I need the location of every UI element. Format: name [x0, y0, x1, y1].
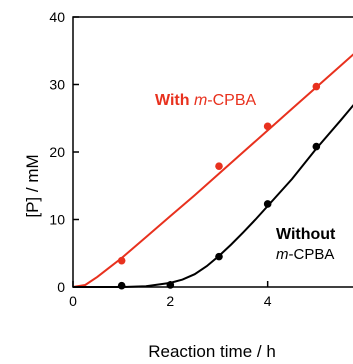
- y-tick-label: 40: [49, 9, 65, 25]
- y-tick-label: 0: [57, 279, 65, 295]
- annotation-without-italic: m: [276, 246, 289, 263]
- y-tick-label: 30: [49, 77, 65, 93]
- annotation-without-rest: -CPBA: [289, 246, 335, 263]
- annotation-without-line1: Without: [276, 226, 336, 243]
- y-axis-title: [P] / mM: [23, 154, 42, 217]
- annotation-without-line2: m-CPBA: [276, 246, 334, 263]
- axis-ticks: 0246010203040: [49, 9, 272, 309]
- plot-area: [72, 16, 353, 290]
- x-tick-label: 2: [166, 293, 174, 309]
- data-point-without: [263, 200, 272, 208]
- data-point-without: [215, 252, 223, 261]
- data-point-with: [312, 82, 321, 91]
- fit-line-with: [72, 53, 353, 288]
- data-point-without: [312, 142, 321, 151]
- annotation-with-italic: m: [194, 92, 207, 109]
- x-axis-title: Reaction time / h: [148, 342, 276, 361]
- y-tick-label: 20: [49, 144, 65, 160]
- data-point-without: [117, 281, 126, 290]
- x-tick-label: 0: [69, 293, 77, 309]
- x-tick-label: 4: [264, 293, 272, 309]
- data-point-with: [263, 122, 272, 131]
- annotation-with-rest: -CPBA: [207, 92, 256, 109]
- data-point-with: [215, 162, 223, 170]
- annotation-with-bold: With: [155, 92, 194, 109]
- annotation-with: With m-CPBA: [155, 92, 257, 109]
- y-tick-label: 10: [49, 212, 65, 228]
- data-point-with: [117, 256, 126, 265]
